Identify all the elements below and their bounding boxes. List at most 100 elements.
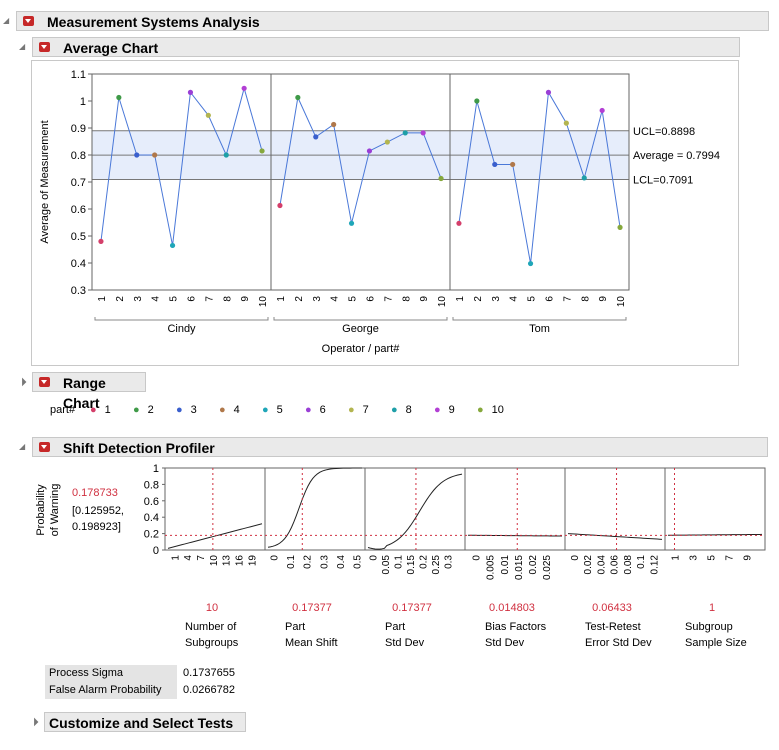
legend-item[interactable]: ● 1 — [90, 404, 133, 416]
data-point — [402, 130, 408, 136]
x-tick-label: 0.1 — [286, 555, 297, 569]
section-title: Range Chart — [63, 375, 106, 411]
legend-label: 6 — [319, 404, 326, 416]
group-bracket — [273, 317, 448, 321]
data-point — [474, 98, 480, 104]
x-tick-label: 8 — [222, 296, 233, 302]
x-tick-label: 6 — [186, 296, 197, 302]
average-chart-frame: UCL=0.8898 Average = 0.7994 LCL=0.7091 Aver… — [31, 60, 739, 366]
expand-icon[interactable]: ◢ — [16, 376, 28, 388]
x-tick-label: 0.12 — [649, 555, 660, 575]
stat-label: False Alarm Probability — [45, 682, 177, 699]
y-tick-label: 0.2 — [144, 529, 159, 541]
y-tick-label: 1 — [153, 463, 159, 475]
profiler-header[interactable]: Shift Detection Profiler — [32, 437, 768, 457]
x-tick-label: 7 — [204, 296, 215, 302]
profile-curve — [667, 533, 763, 536]
legend-item[interactable]: ● 2 — [133, 404, 176, 416]
y-tick-label: 0.8 — [144, 479, 159, 491]
y-tick-label: 0.9 — [71, 123, 86, 135]
factor-value: 0.17377 — [292, 602, 332, 614]
y-tick-label: 1.1 — [71, 69, 86, 81]
legend-label: 1 — [104, 404, 111, 416]
collapse-icon[interactable]: ◢ — [3, 16, 10, 25]
data-point — [599, 107, 605, 114]
x-tick-label: 7 — [562, 296, 573, 302]
collapse-icon[interactable]: ◢ — [19, 42, 26, 51]
data-point — [98, 238, 104, 244]
data-point — [527, 260, 534, 267]
x-tick-label: 13 — [222, 555, 233, 567]
legend-item[interactable]: ● 9 — [434, 404, 477, 416]
menu-icon[interactable] — [39, 42, 50, 52]
confidence-interval: 0.198923] — [72, 521, 121, 533]
x-tick-label: 7 — [725, 555, 736, 561]
x-tick-label: 1 — [97, 296, 108, 302]
legend-marker-icon: ● — [219, 404, 226, 416]
data-point — [510, 161, 516, 168]
x-tick-label: 0.06 — [610, 555, 621, 575]
x-tick-label: 9 — [240, 296, 251, 302]
profile-curve — [567, 533, 663, 540]
legend-marker-icon: ● — [348, 404, 355, 416]
legend-item[interactable]: ● 6 — [305, 404, 348, 416]
x-tick-label: 0.01 — [500, 555, 511, 575]
x-tick-label: 0.05 — [381, 555, 392, 575]
legend-label: 9 — [448, 404, 455, 416]
data-point — [259, 148, 265, 154]
data-point — [241, 85, 247, 91]
legend-marker-icon: ● — [391, 404, 398, 416]
current-probability: 0.178733 — [72, 487, 118, 499]
factor-value: 0.06433 — [592, 602, 632, 614]
legend-item[interactable]: ● 8 — [391, 404, 434, 416]
collapse-icon[interactable]: ◢ — [19, 442, 26, 451]
menu-icon[interactable] — [39, 377, 50, 387]
x-tick-label: 1 — [455, 296, 466, 302]
data-point — [223, 152, 229, 158]
x-tick-label: 1 — [276, 296, 287, 302]
y-label: Probability — [35, 484, 47, 536]
data-point — [152, 152, 158, 158]
x-tick-label: 6 — [365, 296, 376, 302]
profile-curve — [367, 473, 463, 550]
plot-frame — [91, 73, 630, 291]
factor-name: Std Dev — [485, 637, 525, 649]
profiler-panel — [664, 467, 766, 551]
average-chart-header[interactable]: Average Chart — [32, 37, 740, 57]
x-tick-label: 1 — [170, 555, 181, 561]
x-tick-label: 0.5 — [353, 555, 364, 569]
y-tick-label: 0 — [153, 545, 159, 557]
legend-item[interactable]: ● 3 — [176, 404, 219, 416]
legend-label: 3 — [190, 404, 197, 416]
legend-marker-icon: ● — [133, 404, 140, 416]
factor-name: Part — [285, 621, 305, 633]
y-tick-label: 0.7 — [71, 177, 86, 189]
range-chart-header[interactable]: Range Chart — [32, 372, 146, 411]
expand-icon[interactable]: ◢ — [28, 716, 40, 728]
legend-item[interactable]: ● 5 — [262, 404, 305, 416]
ucl-label: UCL=0.8898 — [633, 126, 695, 138]
x-tick-label: 7 — [196, 555, 207, 561]
shift-detection-profiler[interactable]: Probability of Warning 0.178733 [0.125952, 0… — [30, 460, 775, 660]
x-tick-label: 4 — [330, 296, 341, 302]
customize-header[interactable]: Customize and Select Tests — [44, 712, 246, 732]
menu-icon[interactable] — [23, 16, 34, 26]
y-tick-label: 0.3 — [71, 285, 86, 297]
legend-item[interactable]: ● 4 — [219, 404, 262, 416]
group-bracket — [452, 317, 627, 321]
legend-item[interactable]: ● 7 — [348, 404, 391, 416]
factor-name: Mean Shift — [285, 637, 338, 649]
factor-value: 1 — [709, 602, 715, 614]
x-tick-label: 8 — [580, 296, 591, 302]
group-bracket — [94, 317, 269, 321]
x-tick-label: 5 — [527, 296, 538, 302]
msa-header[interactable]: Measurement Systems Analysis — [16, 11, 769, 31]
series-line-george — [279, 95, 442, 224]
x-tick-label: 16 — [235, 555, 246, 567]
legend-item[interactable]: ● 10 — [477, 404, 520, 416]
menu-icon[interactable] — [39, 442, 50, 452]
x-tick-label: 9 — [743, 555, 754, 561]
y-label: of Warning — [49, 484, 61, 537]
data-point — [116, 94, 122, 101]
section-title: Customize and Select Tests — [49, 715, 234, 731]
